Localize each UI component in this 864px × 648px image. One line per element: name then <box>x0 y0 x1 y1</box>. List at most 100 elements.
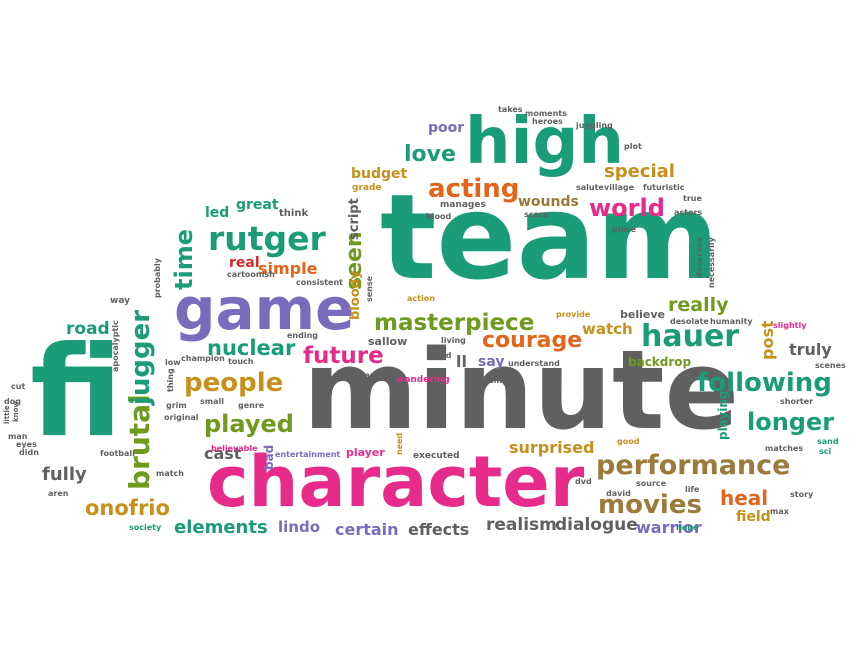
word-really: really <box>668 294 729 316</box>
word-truly: truly <box>789 340 832 359</box>
word-man: man <box>8 432 28 441</box>
word-entertainment: entertainment <box>275 450 341 459</box>
word-scars: scars <box>524 210 548 219</box>
word-sallow: sallow <box>368 335 408 348</box>
word-max: max <box>770 507 789 516</box>
word-desolate: desolate <box>670 317 709 326</box>
word-living: living <box>441 336 466 345</box>
word-genre: genre <box>238 401 265 410</box>
word-dialogue: dialogue <box>555 515 638 535</box>
word-team: team <box>380 168 720 306</box>
word-brutal: brutal <box>123 394 156 490</box>
word-scenes: scenes <box>815 361 846 370</box>
word-simple: simple <box>258 259 318 278</box>
word-field: field <box>736 509 771 525</box>
word-hope: hope <box>676 523 699 532</box>
word-champion: champion <box>181 354 225 363</box>
word-masterpiece: masterpiece <box>374 310 535 336</box>
word-jugger: jugger <box>126 309 156 405</box>
word-world: world <box>589 194 665 222</box>
word-minute: minute <box>303 326 740 454</box>
word-thing: thing <box>166 368 175 392</box>
word-village: village <box>604 183 634 192</box>
word-moments: moments <box>525 109 567 118</box>
word-grim: grim <box>166 401 187 410</box>
word-good: good <box>617 437 640 446</box>
word-cast: cast <box>204 444 242 463</box>
word-place: place <box>612 225 637 234</box>
word-low: low <box>165 358 181 367</box>
word-david: david <box>606 489 631 498</box>
word-time: time <box>170 229 198 290</box>
word-seeing: seeing <box>478 376 508 385</box>
word-plot: plot <box>624 142 642 151</box>
word-wounds: wounds <box>518 194 579 210</box>
word-original: original <box>164 413 199 422</box>
word-cartoonish: cartoonish <box>227 270 275 279</box>
word-realism: realism <box>486 515 557 535</box>
word-kind: kind <box>432 351 452 360</box>
word-understand: understand <box>508 359 560 368</box>
word-movies: movies <box>598 490 702 520</box>
word-great: great <box>236 197 279 213</box>
word-sand: sand <box>817 437 839 446</box>
word-performance: performance <box>596 450 791 481</box>
word-following: following <box>697 368 832 398</box>
word-heroes: heroes <box>532 117 563 126</box>
word-life: life <box>685 485 700 494</box>
word-juggling: juggling <box>576 121 613 130</box>
word-manages: manages <box>440 200 486 210</box>
word-touch: touch <box>228 357 254 366</box>
word-blood: blood <box>426 212 452 221</box>
word-certain: certain <box>335 520 399 539</box>
word-fi: fi <box>30 320 123 465</box>
word-actors: actors <box>674 208 703 217</box>
word-takes: takes <box>498 105 523 114</box>
word-ll: ll <box>456 352 467 371</box>
word-warrior: warrior <box>636 518 702 537</box>
word-bloody: bloody <box>348 270 363 320</box>
word-action: action <box>407 294 435 303</box>
word-real: real <box>229 255 260 271</box>
word-watch: watch <box>582 320 633 338</box>
word-love: love <box>404 142 456 167</box>
word-sense: sense <box>365 275 374 302</box>
word-aren: aren <box>48 489 69 498</box>
word-hauer: hauer <box>641 319 740 354</box>
word-apocalyptic: apocalyptic <box>111 320 120 372</box>
word-future: future <box>303 343 384 369</box>
word-cut: cut <box>11 382 26 391</box>
word-acting: acting <box>428 174 520 204</box>
word-played: played <box>204 410 294 438</box>
word-elements: elements <box>174 517 268 538</box>
word-dog: dog <box>4 397 21 406</box>
word-true: true <box>683 194 702 203</box>
word-slightly: slightly <box>773 321 807 330</box>
word-budget: budget <box>351 166 408 182</box>
word-people: people <box>184 368 284 398</box>
word-wandering: wandering <box>396 375 450 385</box>
word-surprised: surprised <box>509 438 595 457</box>
word-match: match <box>156 469 184 478</box>
word-small: small <box>200 397 224 406</box>
word-futuristic: futuristic <box>643 183 685 192</box>
word-humanity: humanity <box>710 317 753 326</box>
word-courage: courage <box>482 328 583 353</box>
word-necessarily: necessarily <box>707 237 716 288</box>
word-little: little <box>3 405 11 424</box>
word-onofrio: onofrio <box>85 496 170 520</box>
word-think: think <box>279 208 309 219</box>
word-consistent: consistent <box>296 278 343 287</box>
word-poor: poor <box>428 120 465 136</box>
word-society: society <box>129 523 162 532</box>
word-eyes: eyes <box>16 440 37 449</box>
word-lindo: lindo <box>278 518 321 536</box>
word-salute: salute <box>576 183 604 192</box>
word-effects: effects <box>408 520 470 539</box>
word-script: script <box>347 198 362 240</box>
word-believable: believable <box>211 444 258 453</box>
word-rutger: rutger <box>208 219 326 258</box>
word-playing: playing <box>716 390 730 441</box>
word-road: road <box>66 319 110 339</box>
